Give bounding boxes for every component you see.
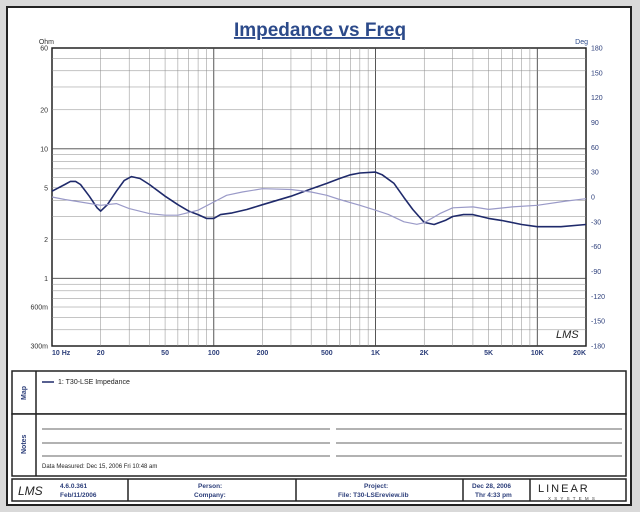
x-tick-label: 500 [321,350,333,357]
y-left-tick-label: 10 [40,146,48,153]
footer-brand-bottom: X S Y S T E M S [548,496,596,501]
left-axis-unit: Ohm [39,39,54,46]
y-right-tick-label: 150 [591,70,603,77]
x-tick-label: 100 [208,350,220,357]
chart-frame: Impedance vs Freq Ohm Deg 10 Hz 20 50 100 20… [6,6,632,506]
y-right-tick-label: 90 [591,120,599,127]
plot-area [51,47,587,347]
footer-brand-top: LINEAR [538,483,590,495]
grid [51,47,587,347]
y-right-tick-label: 60 [591,145,599,152]
impedance-chart: Impedance vs Freq Ohm Deg 10 Hz 20 50 100 20… [11,20,627,502]
y-left-tick-label: 600m [30,305,48,312]
footer-day-time: Thr 4:33 pm [475,492,512,499]
x-tick-label: 1K [371,350,380,357]
x-tick-label: 20 [97,350,105,357]
footer-date: Dec 28, 2006 [472,483,511,490]
legend-entry-label: 1: T30-LSE Impedance [58,379,130,386]
axis-ticks: 10 Hz 20 50 100 200 500 1K 2K 5K 10K 20K 60 20 10 5 2 1 6… [30,46,605,358]
footer-version: 4.6.0.361 [60,483,87,490]
y-left-tick-label: 20 [40,107,48,114]
x-tick-label: 200 [257,350,269,357]
x-tick-label: 10K [531,350,544,357]
y-left-tick-label: 5 [44,185,48,192]
y-left-tick-label: 300m [30,344,48,351]
x-tick-label: 2K [420,350,429,357]
y-right-tick-label: 30 [591,170,599,177]
y-right-tick-label: -60 [591,244,601,251]
x-tick-label: 5K [484,350,493,357]
y-right-tick-label: -180 [591,344,605,351]
footer-file-label: File: T30-LSEreview.lib [338,492,409,499]
x-tick-label: 10 Hz [52,350,71,357]
x-tick-label: 50 [161,350,169,357]
impedance-series-line [51,171,587,228]
footer-person-label: Person: [198,483,222,490]
y-right-tick-label: 120 [591,95,603,102]
notes-panel [11,413,627,477]
notes-lines [42,428,622,457]
right-axis-unit: Deg [575,39,588,46]
y-right-tick-label: -30 [591,219,601,226]
footer-bar [11,478,627,502]
y-right-tick-label: -90 [591,269,601,276]
y-left-tick-label: 2 [44,237,48,244]
y-right-tick-label: -150 [591,319,605,326]
x-tick-label: 20K [573,350,586,357]
footer-project-label: Project: [364,483,388,490]
series [51,171,587,228]
chart-title: Impedance vs Freq [234,20,406,41]
map-panel [11,370,627,415]
y-right-tick-label: -120 [591,294,605,301]
footer-company-label: Company: [194,492,226,499]
notes-panel-label: Notes [21,434,28,454]
footer-logo: LMS [18,484,43,498]
y-right-tick-label: 0 [591,195,595,202]
plot-watermark: LMS [556,329,579,341]
phase-series-line [51,188,587,225]
y-left-tick-label: 1 [44,276,48,283]
y-left-tick-label: 60 [40,46,48,53]
data-measured-text: Data Measured: Dec 15, 2006 Fri 10:48 am [42,464,157,470]
y-right-tick-label: 180 [591,46,603,53]
footer-version-date: Feb/11/2006 [60,492,97,499]
map-panel-label: Map [21,386,28,400]
